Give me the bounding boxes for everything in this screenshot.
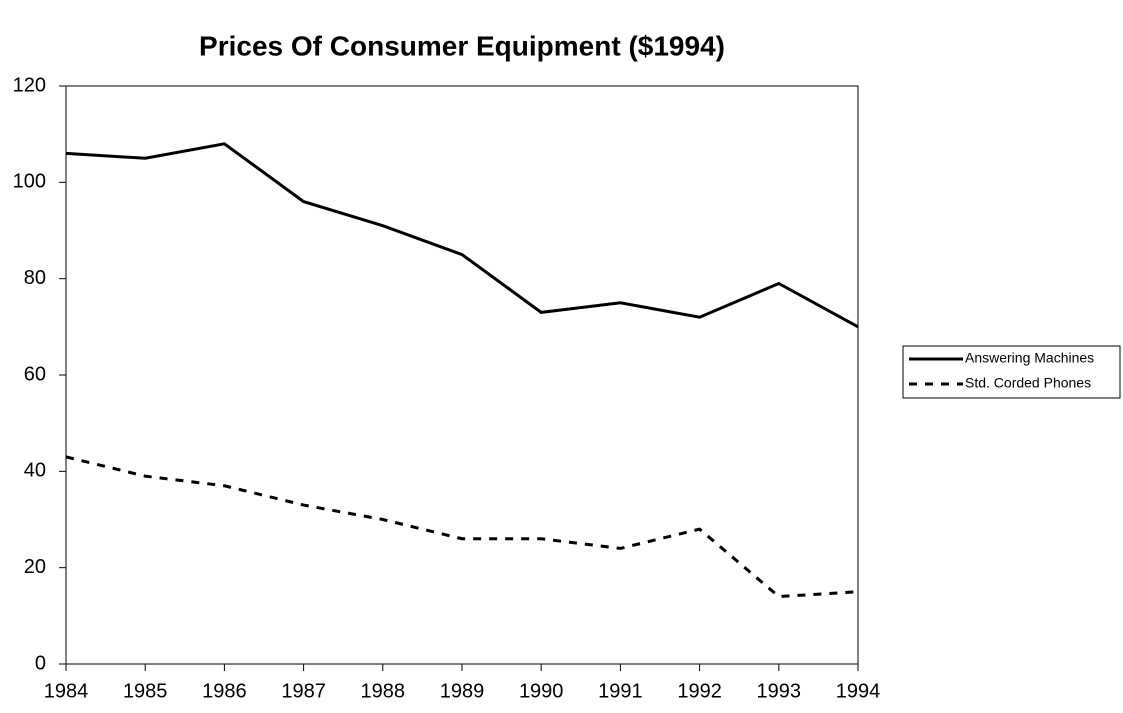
x-tick-label: 1990 [519,680,564,702]
legend-box [902,345,1121,399]
plot-area [65,85,859,665]
x-tick-label: 1994 [836,680,881,702]
y-tick-label: 0 [35,652,46,674]
y-tick-label: 20 [24,556,46,578]
x-tick-label: 1986 [202,680,247,702]
x-tick-label: 1993 [757,680,802,702]
y-tick-label: 40 [24,460,46,482]
x-tick-label: 1985 [123,680,168,702]
y-tick-label: 80 [24,267,46,289]
y-tick-label: 60 [24,363,46,385]
y-tick-label: 100 [13,171,46,193]
series-line [65,455,859,599]
x-tick-label: 1989 [440,680,485,702]
chart-title: Prices Of Consumer Equipment ($1994) [199,30,725,61]
x-tick-label: 1991 [598,680,643,702]
x-tick-label: 1987 [281,680,326,702]
x-tick-label: 1992 [677,680,722,702]
legend-label: Std. Corded Phones [965,375,1091,391]
y-tick-label: 120 [13,74,46,96]
series-line [65,142,859,329]
legend-label: Answering Machines [965,350,1094,366]
x-tick-label: 1984 [44,680,89,702]
x-tick-label: 1988 [361,680,406,702]
